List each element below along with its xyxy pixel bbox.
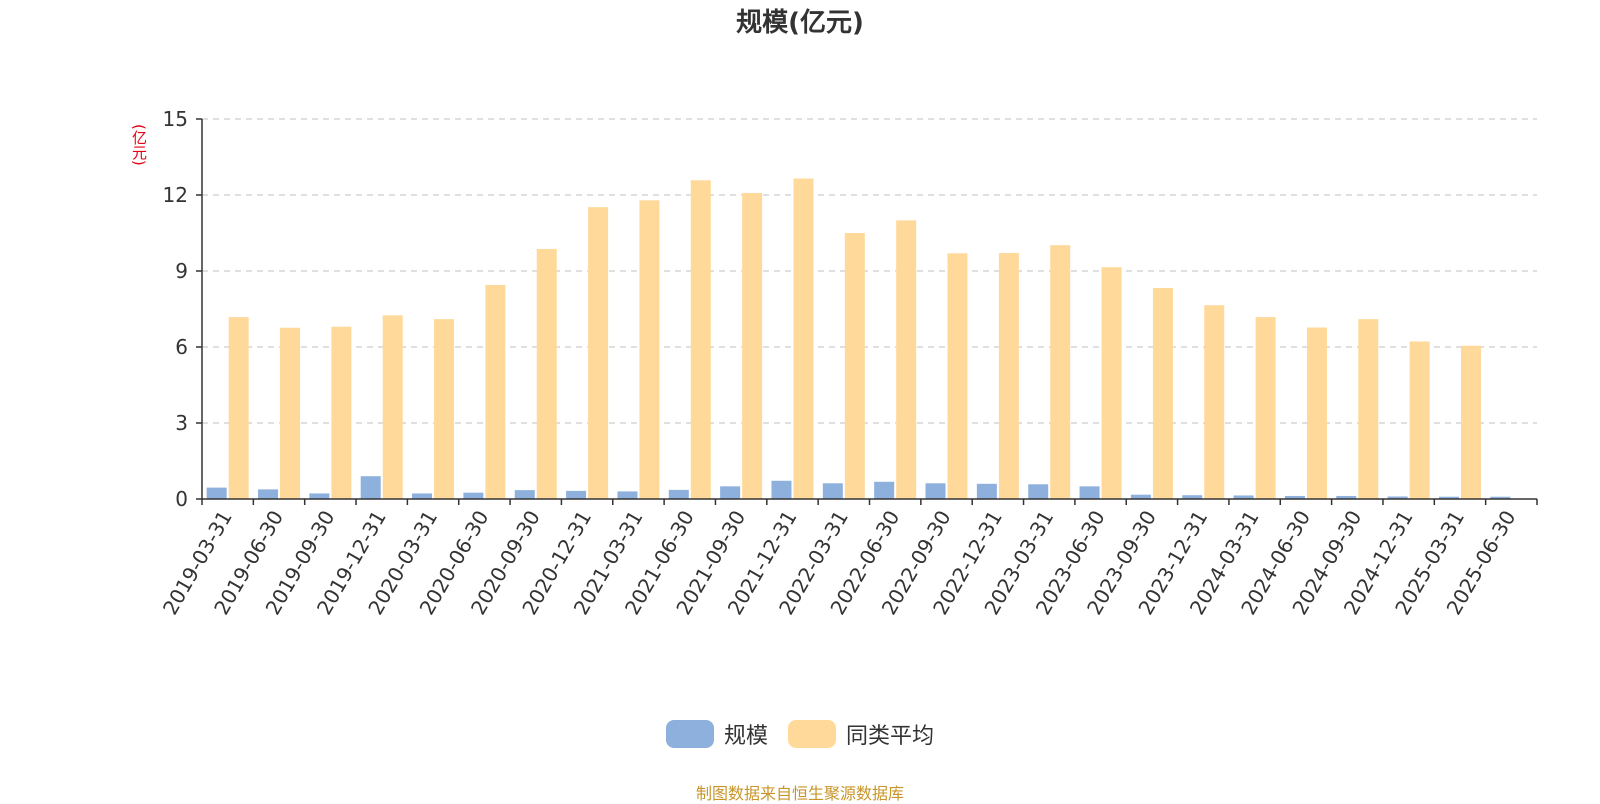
bar-peer-average[interactable] [485,284,506,499]
legend: 规模 同类平均 [0,718,1600,750]
bar-scale[interactable] [771,480,792,499]
bar-peer-average[interactable] [947,253,968,499]
bar-scale[interactable] [1233,495,1254,499]
bar-scale[interactable] [1438,496,1459,499]
bar-scale[interactable] [617,491,638,499]
legend-label-scale: 规模 [723,724,768,749]
bar-scale[interactable] [309,493,330,499]
bar-scale[interactable] [360,476,381,499]
bar-scale[interactable] [925,483,946,499]
bar-peer-average[interactable] [588,207,609,499]
bar-peer-average[interactable] [896,220,917,500]
y-tick-label: 3 [175,411,188,435]
bar-scale[interactable] [976,483,997,499]
bar-scale[interactable] [258,489,279,499]
bar-peer-average[interactable] [1255,317,1276,499]
bar-scale[interactable] [206,487,227,499]
bar-peer-average[interactable] [1306,327,1327,499]
bar-peer-average[interactable] [690,180,711,499]
bar-scale[interactable] [1130,494,1151,499]
bar-scale[interactable] [412,493,433,499]
legend-swatch-scale [665,720,714,748]
legend-item-peer-average[interactable]: 同类平均 [788,718,934,750]
bar-peer-average[interactable] [280,327,301,499]
bar-peer-average[interactable] [1409,341,1430,499]
bar-peer-average[interactable] [998,253,1019,499]
bar-scale[interactable] [1336,495,1357,499]
bar-scale[interactable] [1490,496,1511,499]
bars [206,178,1511,500]
y-tick-label: 15 [163,107,188,131]
bar-peer-average[interactable] [434,319,455,499]
bar-scale[interactable] [874,481,895,499]
bar-peer-average[interactable] [1050,245,1071,499]
bar-peer-average[interactable] [1101,267,1122,499]
y-axis-unit-label: (亿元) [130,124,148,166]
bar-scale[interactable] [514,490,535,499]
data-source-note: 制图数据来自恒生聚源数据库 [695,784,904,803]
bar-scale[interactable] [822,483,843,499]
chart-title: 规模(亿元) [736,8,864,38]
bar-scale[interactable] [668,489,689,499]
bar-peer-average[interactable] [536,248,557,499]
bar-peer-average[interactable] [331,326,352,499]
bar-peer-average[interactable] [382,315,403,499]
bar-peer-average[interactable] [844,233,865,499]
y-tick-label: 9 [175,259,188,283]
bar-scale[interactable] [1284,495,1305,499]
bar-peer-average[interactable] [639,200,660,499]
bar-scale[interactable] [1079,486,1100,499]
bar-peer-average[interactable] [742,192,763,499]
legend-label-peer-average: 同类平均 [846,724,935,749]
bar-scale[interactable] [1028,484,1049,499]
bar-peer-average[interactable] [1204,305,1225,499]
bar-peer-average[interactable] [1460,345,1481,499]
y-tick-label: 0 [175,487,188,511]
y-tick-label: 12 [163,183,188,207]
bar-scale[interactable] [1182,495,1203,499]
legend-swatch-peer-average [788,720,836,748]
bar-scale[interactable] [566,490,587,499]
bar-scale[interactable] [720,486,741,499]
bar-peer-average[interactable] [228,317,249,499]
bar-peer-average[interactable] [1358,319,1379,499]
y-tick-label: 6 [175,335,188,359]
bar-peer-average[interactable] [793,178,814,500]
bar-scale[interactable] [463,492,484,499]
bar-scale[interactable] [1387,496,1408,499]
legend-item-scale[interactable]: 规模 [665,718,768,750]
bar-peer-average[interactable] [1152,287,1173,499]
